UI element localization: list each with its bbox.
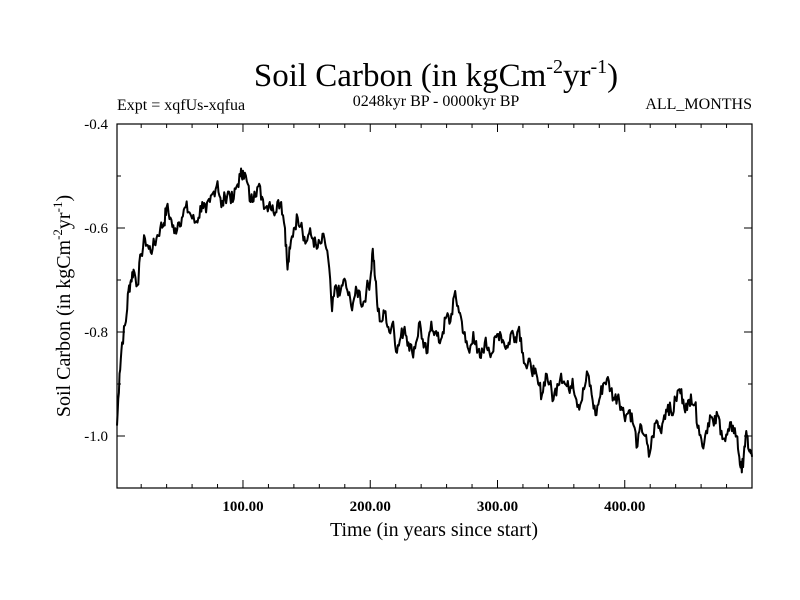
x-tick-label: 300.00: [477, 499, 518, 515]
x-tick-label: 200.00: [350, 499, 391, 515]
y-axis-ticks: -0.4 -0.6 -0.8 -1.0: [84, 117, 752, 489]
title-mid-text: yr: [563, 58, 591, 94]
y-tick-label: -0.6: [84, 221, 108, 237]
title-superscript-1: -2: [546, 56, 563, 78]
expt-label: Expt = xqfUs-xqfua: [117, 97, 245, 114]
plot-frame: [116, 123, 753, 489]
y-tick-label: -0.4: [84, 117, 108, 133]
series-line: [116, 167, 753, 474]
ylabel-end-text: ): [53, 195, 75, 202]
y-axis-label: Soil Carbon (in kgCm-2yr-1): [50, 195, 75, 417]
data-series: [116, 167, 753, 474]
x-axis-label: Time (in years since start): [330, 519, 538, 541]
title-superscript-2: -1: [590, 56, 607, 78]
x-tick-label: 100.00: [222, 499, 263, 515]
title-end-text: ): [607, 58, 618, 94]
x-tick-label: 400.00: [604, 499, 645, 515]
ylabel-superscript-1: -2: [50, 229, 65, 240]
title-main-text: Soil Carbon (in kgCm: [254, 58, 547, 94]
y-tick-label: -1.0: [84, 429, 108, 445]
months-label: ALL_MONTHS: [645, 96, 752, 113]
ylabel-mid-text: yr: [53, 212, 75, 229]
ylabel-superscript-2: -1: [50, 202, 65, 213]
x-axis-ticks: 100.00 200.00 300.00 400.00: [140, 124, 728, 515]
y-tick-label: -0.8: [84, 325, 108, 341]
chart-title: Soil Carbon (in kgCm-2yr-1): [254, 56, 618, 94]
ylabel-main-text: Soil Carbon (in kgCm: [53, 239, 75, 417]
period-label: 0248kyr BP - 0000kyr BP: [353, 93, 520, 110]
